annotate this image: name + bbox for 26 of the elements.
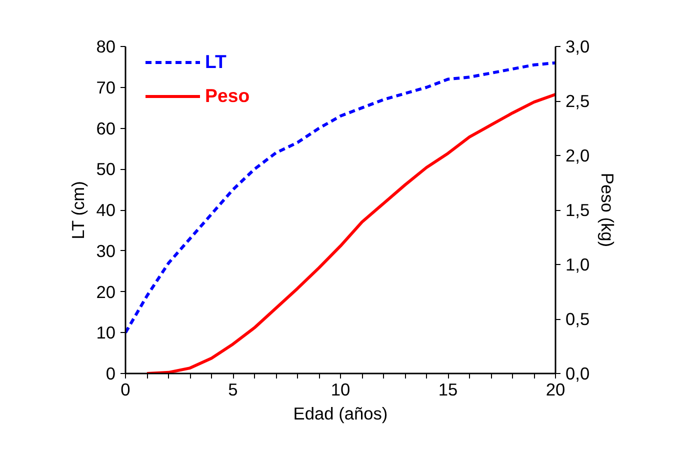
y-axis-title: LT (cm): [68, 181, 88, 240]
y2-axis-title: Peso (kg): [598, 172, 618, 248]
x-tick-label: 5: [228, 380, 238, 400]
y2-tick-label: 3,0: [566, 36, 590, 56]
y-tick-label: 60: [96, 118, 116, 138]
legend-label: LT: [205, 51, 226, 73]
y-tick-label: 50: [96, 159, 116, 180]
y2-tick-label: 2,0: [566, 146, 590, 166]
x-tick-label: 15: [438, 380, 458, 400]
x-tick-label: 0: [120, 380, 130, 400]
y-tick-label: 40: [96, 200, 116, 220]
y2-tick-label: 2,5: [566, 91, 590, 111]
y-tick-label: 70: [96, 77, 116, 98]
x-tick-label: 20: [546, 380, 566, 400]
legend-label: Peso: [205, 85, 250, 107]
y2-tick-label: 1,5: [566, 200, 590, 220]
y-tick-label: 80: [96, 36, 116, 56]
y2-tick-label: 0,5: [566, 309, 590, 329]
x-tick-label: 10: [330, 380, 350, 400]
y-tick-label: 20: [96, 282, 116, 302]
x-axis-title: Edad (años): [293, 404, 388, 424]
y2-tick-label: 0,0: [566, 364, 590, 384]
y-tick-label: 10: [96, 322, 116, 343]
y-tick-label: 0: [106, 364, 116, 384]
y-tick-label: 30: [96, 240, 116, 261]
y2-tick-label: 1,0: [566, 254, 590, 274]
